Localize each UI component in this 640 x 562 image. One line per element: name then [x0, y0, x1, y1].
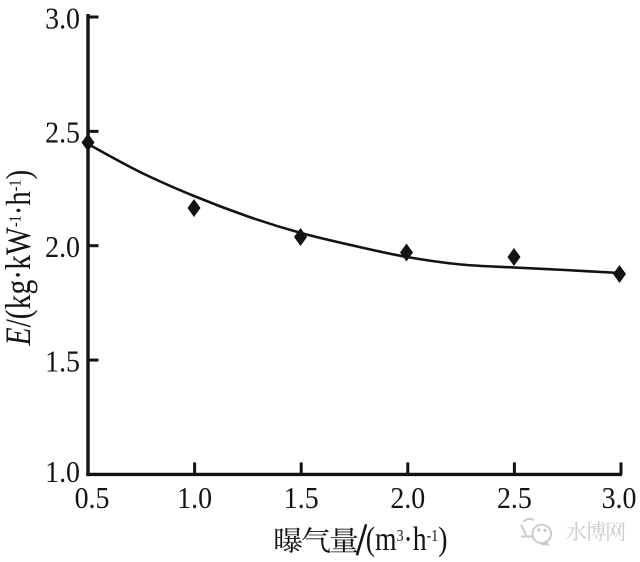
svg-text:3.0: 3.0: [45, 2, 80, 36]
svg-text:2.5: 2.5: [497, 482, 532, 516]
svg-text:1.0: 1.0: [177, 482, 212, 516]
svg-text:1.5: 1.5: [284, 482, 319, 516]
svg-text:0.5: 0.5: [75, 482, 110, 516]
svg-text:1.0: 1.0: [45, 456, 80, 490]
svg-text:1.5: 1.5: [45, 345, 80, 379]
svg-text:3.0: 3.0: [602, 482, 637, 516]
svg-text:2.5: 2.5: [45, 116, 80, 150]
svg-text:2.0: 2.0: [45, 231, 80, 265]
svg-text:2.0: 2.0: [390, 482, 425, 516]
svg-text:E/(kg·kW-1·h-1): E/(kg·kW-1·h-1): [0, 170, 39, 347]
